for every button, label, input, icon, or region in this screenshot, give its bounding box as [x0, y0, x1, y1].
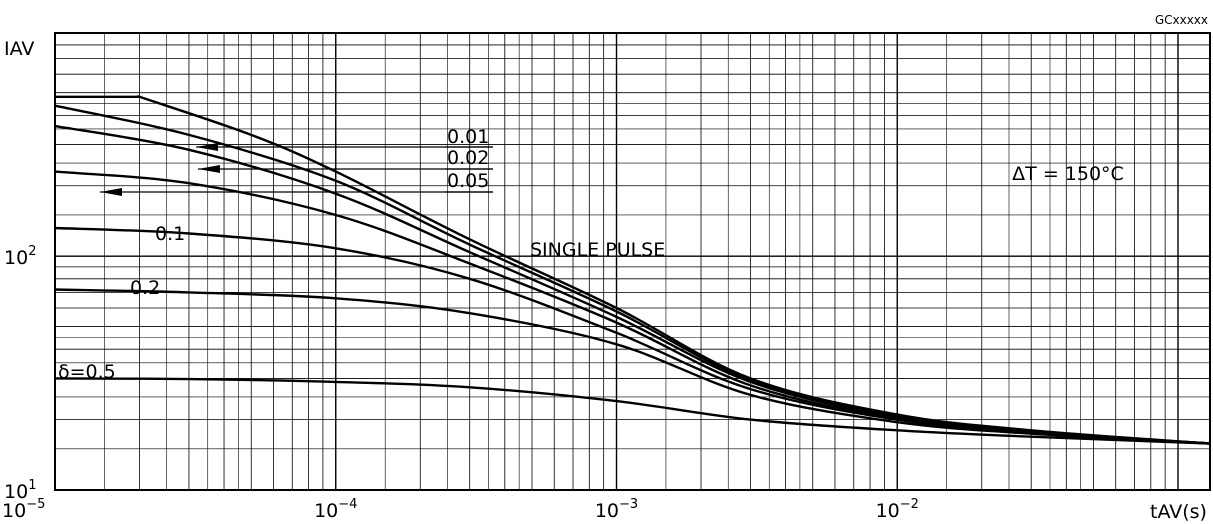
series-line	[54, 377, 1211, 445]
series-label-0.02: 0.02	[447, 147, 489, 169]
x-tick-label: 10−3	[595, 497, 638, 522]
callout-lines	[100, 143, 493, 196]
series-label-single-pulse: SINGLE PULSE	[530, 239, 665, 261]
series-label-0.2: 0.2	[130, 277, 160, 299]
x-tick-labels: 10−5 10−4 10−3 10−2	[2, 497, 919, 522]
callout-arrow	[100, 188, 122, 196]
x-tick-label: 10−4	[314, 497, 357, 522]
series-label-0.1: 0.1	[155, 223, 185, 245]
x-tick-label: 10−5	[2, 497, 45, 522]
x-axis-label: tAV(s)	[1150, 501, 1207, 523]
chart-code: GCxxxxx	[1155, 13, 1208, 27]
series-line	[55, 94, 1211, 445]
x-tick-label: 10−2	[876, 497, 919, 522]
series-label-0.01: 0.01	[447, 126, 489, 148]
series-label-0.05: 0.05	[447, 170, 489, 192]
y-tick-labels: 101 102	[4, 244, 36, 503]
series-label-delta-0.5: δ=0.5	[58, 361, 116, 383]
minor-gridlines	[55, 32, 1210, 490]
callout-arrow	[198, 165, 220, 173]
callout-arrow	[196, 143, 218, 151]
series-layer	[54, 94, 1211, 445]
y-axis-label: IAV	[4, 38, 34, 60]
delta-t-annotation: ΔT = 150°C	[1012, 163, 1124, 185]
series-line	[54, 104, 1211, 445]
y-tick-label: 102	[4, 244, 36, 269]
series-line	[54, 288, 1211, 445]
y-tick-label: 101	[4, 478, 36, 503]
major-gridlines	[54, 33, 1210, 491]
plot-frame	[54, 32, 1211, 491]
